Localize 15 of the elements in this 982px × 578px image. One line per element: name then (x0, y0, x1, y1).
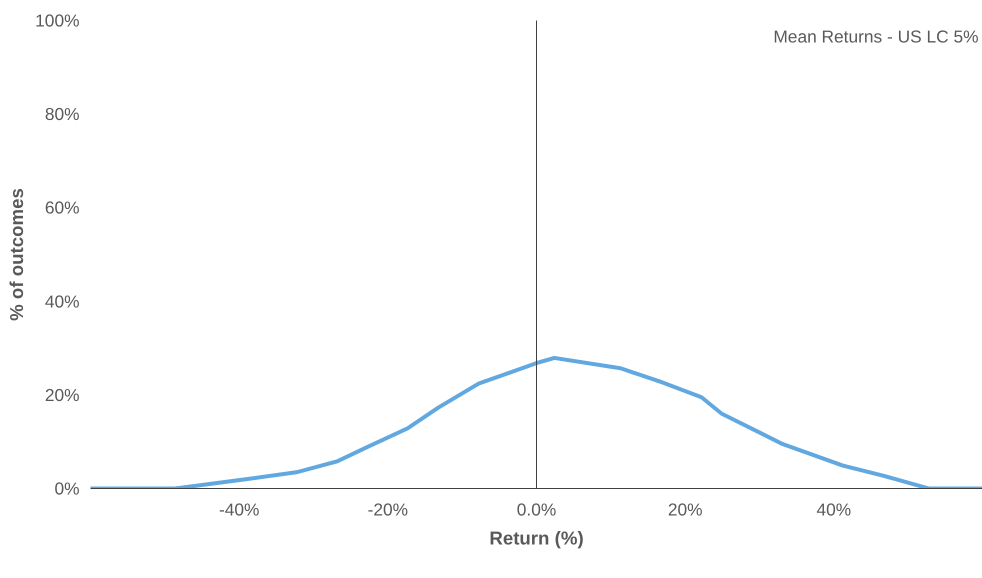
y-axis-title: % of outcomes (6, 188, 28, 321)
x-axis-title: Return (%) (489, 528, 584, 548)
x-tick-label: 40% (816, 500, 852, 520)
x-tick-label: 0.0% (516, 500, 556, 520)
y-tick-label: 60% (44, 198, 80, 218)
x-tick-label: -20% (368, 500, 408, 520)
chart-title: Mean Returns - US LC 5% (773, 26, 979, 46)
y-tick-label: 0% (54, 478, 80, 498)
line-series (90, 356, 982, 488)
y-tick-label: 80% (44, 104, 80, 124)
x-tick-label: 20% (668, 500, 703, 520)
y-tick-label: 40% (44, 291, 80, 312)
y-tick-label: 100% (35, 10, 80, 30)
x-tick-label: -40% (218, 500, 260, 520)
y-tick-label: 20% (44, 384, 80, 405)
